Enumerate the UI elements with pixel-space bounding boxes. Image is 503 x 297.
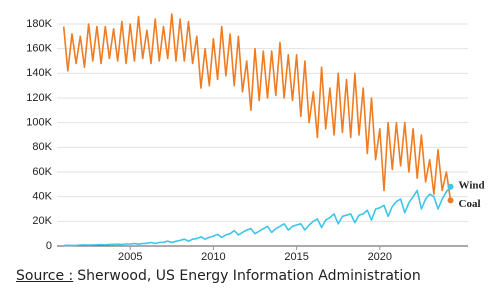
end-marker	[447, 197, 454, 204]
series-line	[62, 13, 452, 201]
series-line	[63, 186, 452, 247]
y-tick-label: 80K	[32, 141, 52, 153]
chart: 0 20K 40K 60K 80K 100K 120K 140K 160K 180K 2005 201…	[26, 13, 485, 262]
y-tick-label: 120K	[26, 92, 52, 104]
source-text: Sherwood, US Energy Information Administ…	[77, 268, 421, 284]
y-tick-label: 100K	[26, 117, 52, 129]
x-tick-label: 2010	[201, 251, 225, 262]
y-tick-label: 60K	[32, 166, 52, 178]
legend-label: Coal	[459, 198, 481, 210]
y-tick-label: 140K	[26, 67, 52, 79]
y-tick-label: 20K	[32, 215, 52, 227]
x-tick-label: 2015	[284, 251, 308, 262]
y-tick-label: 40K	[32, 191, 52, 203]
source: Source : Sherwood, US Energy Information …	[16, 268, 421, 284]
x-tick-label: 2005	[118, 251, 142, 262]
x-tick-label: 2020	[368, 251, 392, 262]
y-tick-label: 160K	[26, 43, 52, 55]
source-label: Source :	[16, 268, 74, 284]
y-tick-label: 180K	[26, 18, 52, 30]
legend-label: Wind	[459, 179, 485, 191]
end-marker	[447, 183, 454, 190]
y-tick-label: 0	[46, 240, 52, 252]
